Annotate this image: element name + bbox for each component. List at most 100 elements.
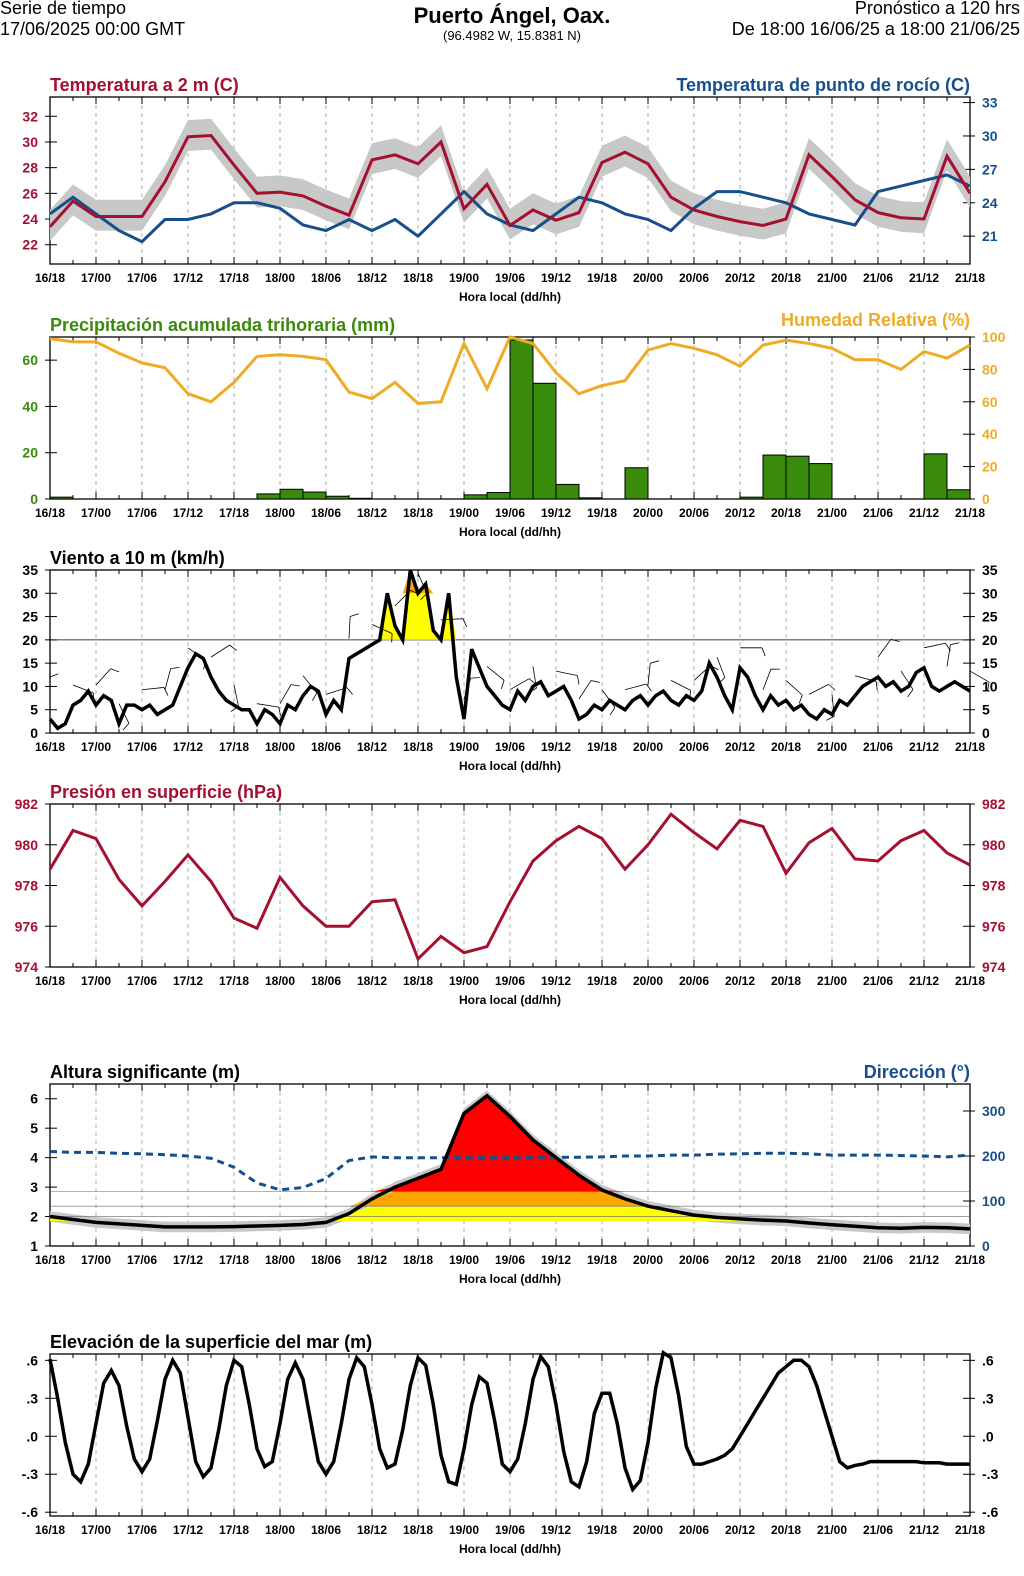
x-tick-label: 21/18 bbox=[955, 271, 985, 285]
x-tick-label: 19/00 bbox=[449, 1523, 479, 1537]
y-tick-label-right: 976 bbox=[982, 918, 1006, 934]
wind-speed-line bbox=[48, 569, 971, 731]
x-tick-label: 18/12 bbox=[357, 1523, 387, 1537]
wind-barb-flag bbox=[650, 660, 660, 664]
wind-barb-flag bbox=[590, 680, 600, 683]
precip-bar bbox=[578, 497, 603, 500]
x-tick-label: 20/12 bbox=[725, 1253, 755, 1267]
x-tick-label: 18/00 bbox=[265, 740, 295, 754]
x-tick-label: 17/00 bbox=[81, 1253, 111, 1267]
y-tick-label-right: 40 bbox=[982, 426, 998, 442]
chart-title-left: Presión en superficie (hPa) bbox=[50, 782, 282, 802]
x-tick-label: 18/06 bbox=[311, 1253, 341, 1267]
x-tick-label: 18/06 bbox=[311, 740, 341, 754]
wind-barb-flag bbox=[312, 692, 318, 701]
precip-bar bbox=[762, 454, 787, 500]
x-tick-label: 21/18 bbox=[955, 506, 985, 520]
wind-barb bbox=[969, 670, 990, 683]
x-tick-label: 16/18 bbox=[35, 1253, 65, 1267]
x-tick-label: 21/18 bbox=[955, 1253, 985, 1267]
x-tick-label: 16/18 bbox=[35, 974, 65, 988]
wind-barb-flag bbox=[645, 683, 652, 692]
header-left-line1: Serie de tiempo bbox=[0, 0, 127, 18]
x-tick-label: 19/12 bbox=[541, 974, 571, 988]
y-tick-label-right: 33 bbox=[982, 95, 998, 111]
x-tick-label: 21/00 bbox=[817, 1523, 847, 1537]
y-tick-label-right: .6 bbox=[982, 1352, 994, 1368]
y-tick-label-left: 24 bbox=[22, 211, 38, 227]
precip-bar bbox=[463, 494, 488, 500]
y-tick-label-left: 1 bbox=[30, 1238, 38, 1254]
wind-barb bbox=[785, 680, 803, 696]
y-tick-label-right: 0 bbox=[982, 1238, 990, 1254]
wind-barb-flag bbox=[907, 689, 914, 698]
x-tick-label: 17/12 bbox=[173, 1523, 203, 1537]
wind-barb-flag bbox=[163, 687, 169, 696]
y-tick-label-right: .3 bbox=[982, 1390, 994, 1406]
header-right-line2: De 18:00 16/06/25 a 18:00 21/06/25 bbox=[731, 19, 1020, 39]
y-tick-label-left: .0 bbox=[26, 1428, 38, 1444]
y-tick-label-right: 35 bbox=[982, 562, 998, 578]
x-tick-label: 17/06 bbox=[127, 740, 157, 754]
y-tick-label-right: 27 bbox=[982, 161, 998, 177]
y-tick-label-right: 30 bbox=[982, 128, 998, 144]
wind-barb-flag bbox=[350, 613, 359, 617]
x-tick-label: 17/18 bbox=[219, 740, 249, 754]
x-tick-label: 21/06 bbox=[863, 506, 893, 520]
x-tick-label: 20/00 bbox=[633, 271, 663, 285]
wind-barb-flag bbox=[170, 667, 180, 669]
wave-height-line bbox=[49, 1093, 971, 1231]
y-tick-label-left: .6 bbox=[26, 1352, 38, 1368]
chart-title-left: Temperatura a 2 m (C) bbox=[50, 75, 239, 95]
wind-barb bbox=[877, 639, 892, 658]
x-tick-label: 18/12 bbox=[357, 1253, 387, 1267]
x-tick-label: 19/18 bbox=[587, 974, 617, 988]
x-tick-label: 19/00 bbox=[449, 506, 479, 520]
y-tick-label-left: 15 bbox=[22, 655, 38, 671]
y-tick-label-left: 0 bbox=[30, 725, 38, 741]
x-tick-label: 21/06 bbox=[863, 974, 893, 988]
wind-barb-flag bbox=[278, 707, 282, 717]
x-tick-label: 17/18 bbox=[219, 271, 249, 285]
x-tick-label: 18/00 bbox=[265, 271, 295, 285]
wind-barb bbox=[95, 668, 112, 686]
x-tick-label: 20/12 bbox=[725, 1523, 755, 1537]
x-tick-label: 17/00 bbox=[81, 506, 111, 520]
y-tick-label-right: 0 bbox=[982, 491, 990, 507]
y-tick-label-right: 200 bbox=[982, 1148, 1006, 1164]
x-tick-label: 21/00 bbox=[817, 506, 847, 520]
wind-barb-flag bbox=[828, 684, 836, 691]
y-tick-label-right: -.6 bbox=[982, 1504, 999, 1520]
wind-barb-flag bbox=[798, 694, 803, 704]
wave-direction-line bbox=[49, 1150, 971, 1192]
x-tick-label: 19/18 bbox=[587, 1253, 617, 1267]
y-tick-label-left: 6 bbox=[30, 1091, 38, 1107]
x-tick-label: 19/18 bbox=[587, 740, 617, 754]
wind-barb-flag bbox=[229, 644, 237, 651]
x-tick-label: 17/18 bbox=[219, 1523, 249, 1537]
wind-barb bbox=[762, 669, 772, 690]
x-tick-label: 18/00 bbox=[265, 1253, 295, 1267]
y-tick-label-left: 32 bbox=[22, 108, 38, 124]
x-tick-label: 17/18 bbox=[219, 974, 249, 988]
wind-barb-flag bbox=[110, 668, 120, 673]
x-tick-label: 17/12 bbox=[173, 271, 203, 285]
precip-bar bbox=[739, 496, 764, 500]
x-tick-label: 19/00 bbox=[449, 974, 479, 988]
y-tick-label-left: 20 bbox=[22, 632, 38, 648]
x-axis-label: Hora local (dd/hh) bbox=[459, 1542, 561, 1556]
precip-bar bbox=[325, 495, 350, 500]
x-tick-label: 16/18 bbox=[35, 506, 65, 520]
precip-bar bbox=[532, 382, 557, 500]
y-tick-label-left: 30 bbox=[22, 585, 38, 601]
chart-title-left: Elevación de la superficie del mar (m) bbox=[50, 1332, 372, 1352]
chart-title-right: Humedad Relativa (%) bbox=[781, 310, 970, 330]
y-tick-label-left: 10 bbox=[22, 678, 38, 694]
wind-barb bbox=[486, 666, 505, 681]
x-axis-label: Hora local (dd/hh) bbox=[459, 759, 561, 773]
x-axis-label: Hora local (dd/hh) bbox=[459, 525, 561, 539]
wind-barb bbox=[923, 642, 946, 649]
y-tick-label-right: 300 bbox=[982, 1103, 1006, 1119]
wind-barb-flag bbox=[346, 687, 353, 695]
x-tick-label: 16/18 bbox=[35, 271, 65, 285]
